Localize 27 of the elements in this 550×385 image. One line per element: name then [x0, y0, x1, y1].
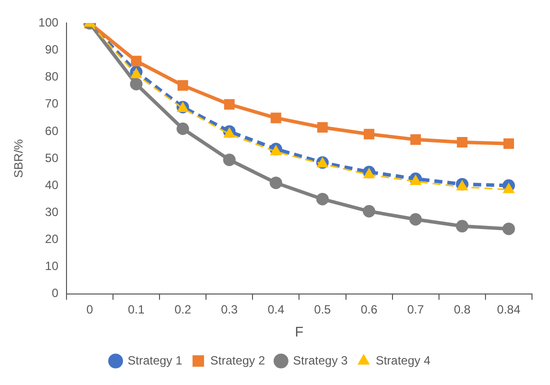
x-tick-label: 0.5	[314, 302, 332, 316]
x-tick-label: 0.1	[128, 302, 145, 316]
x-tick-label: 0.8	[454, 302, 471, 316]
y-tick-label: 10	[45, 259, 59, 274]
x-axis-title: F	[294, 323, 304, 340]
y-tick-label: 60	[45, 124, 59, 138]
legend-label: Strategy 4	[376, 353, 431, 368]
y-tick-label: 70	[45, 96, 59, 111]
y-tick-label: 0	[52, 286, 59, 300]
y-tick-label: 40	[45, 178, 59, 192]
y-tick-label: 30	[45, 204, 59, 219]
x-tick-label: 0.84	[497, 302, 521, 316]
x-tick-label: 0.4	[268, 302, 285, 316]
y-tick-label: 50	[45, 150, 59, 165]
y-tick-label: 100	[38, 16, 59, 30]
legend-label: Strategy 2	[210, 353, 266, 368]
y-axis-title: SBR/%	[12, 138, 26, 178]
legend-label: Strategy 3	[293, 353, 348, 368]
x-tick-label: 0.2	[174, 302, 192, 316]
x-tick-label: 0.3	[221, 302, 238, 316]
x-tick-label: 0.6	[360, 302, 378, 316]
x-tick-label: 0	[86, 302, 94, 316]
x-tick-label: 0.7	[407, 302, 424, 316]
y-tick-label: 90	[45, 42, 59, 57]
y-tick-label: 20	[45, 232, 59, 246]
legend-label: Strategy 1	[128, 353, 183, 368]
y-tick-label: 80	[45, 70, 59, 84]
